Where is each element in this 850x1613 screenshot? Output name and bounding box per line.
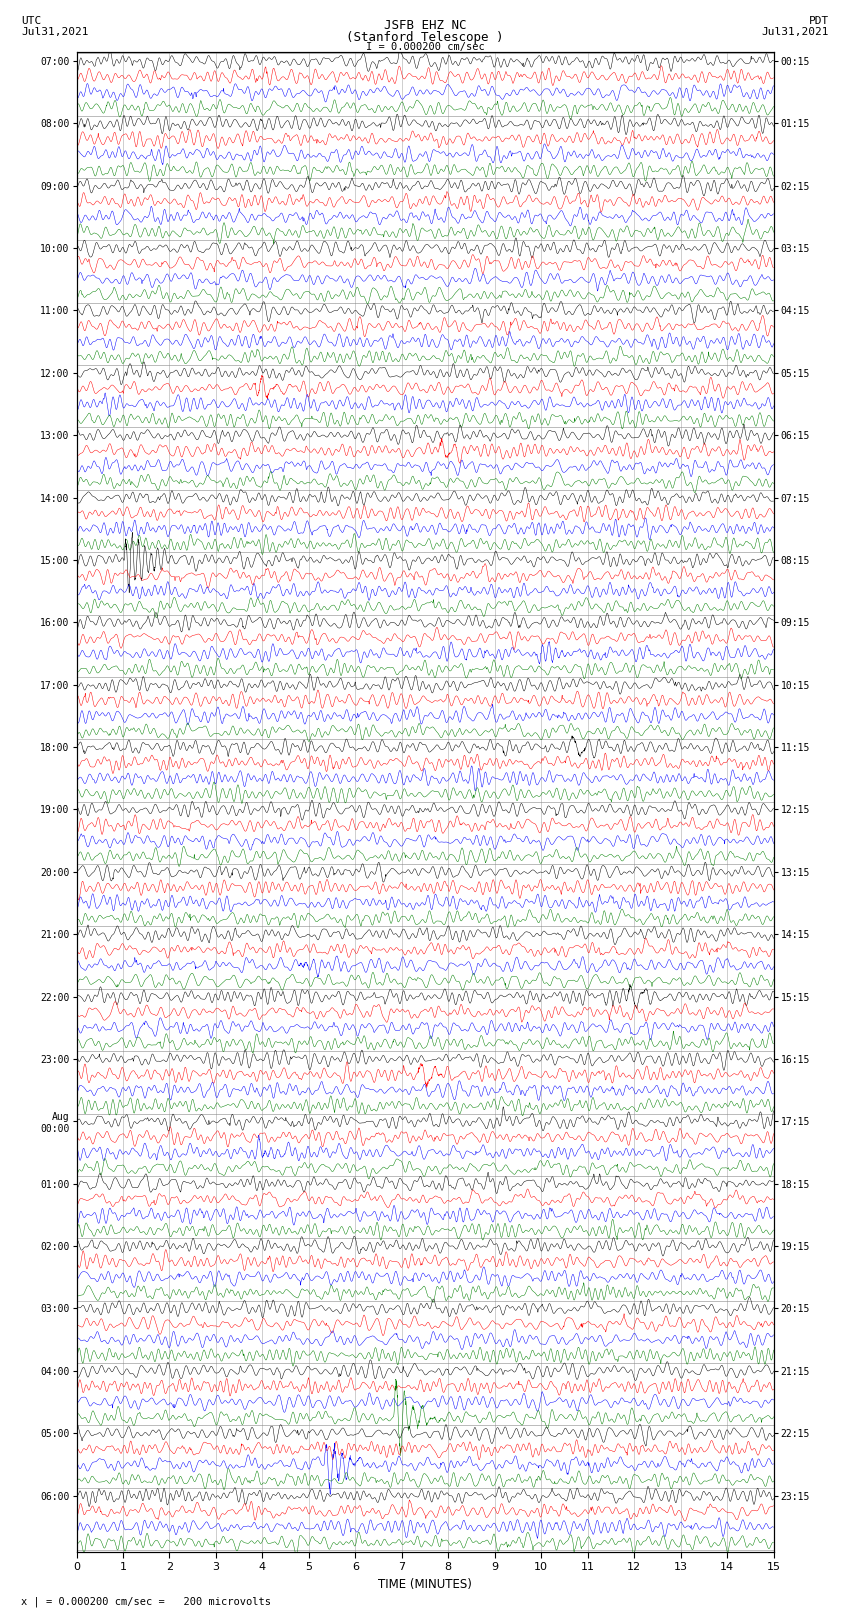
X-axis label: TIME (MINUTES): TIME (MINUTES) xyxy=(378,1578,472,1590)
Text: x | = 0.000200 cm/sec =   200 microvolts: x | = 0.000200 cm/sec = 200 microvolts xyxy=(21,1595,271,1607)
Text: I = 0.000200 cm/sec: I = 0.000200 cm/sec xyxy=(366,42,484,52)
Text: PDT: PDT xyxy=(808,16,829,26)
Text: (Stanford Telescope ): (Stanford Telescope ) xyxy=(346,31,504,44)
Text: JSFB EHZ NC: JSFB EHZ NC xyxy=(383,19,467,32)
Text: Jul31,2021: Jul31,2021 xyxy=(21,27,88,37)
Text: UTC: UTC xyxy=(21,16,42,26)
Text: Jul31,2021: Jul31,2021 xyxy=(762,27,829,37)
